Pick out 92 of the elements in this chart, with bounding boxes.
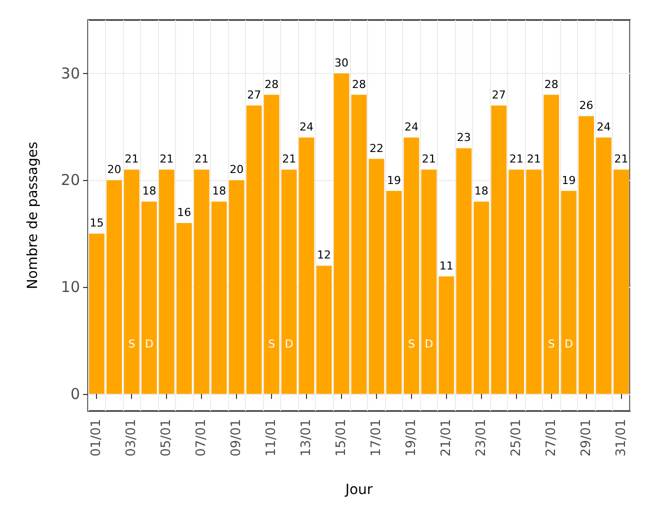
bar	[491, 105, 507, 394]
data-label: 15	[90, 216, 104, 230]
data-label: 27	[492, 88, 506, 102]
annotation: D	[284, 337, 294, 350]
annotation: D	[564, 337, 574, 350]
bar	[561, 190, 576, 394]
data-label: 16	[177, 206, 192, 219]
x-tick-label: 27/01	[544, 419, 559, 456]
x-tick-label: 11/01	[264, 419, 280, 456]
bar	[194, 170, 210, 394]
bar	[211, 202, 227, 394]
y-tick-label: 10	[60, 278, 80, 296]
data-label: 28	[544, 78, 558, 91]
x-tick-label: 17/01	[368, 419, 384, 456]
data-label: 24	[404, 120, 418, 134]
x-tick-label: 23/01	[474, 419, 489, 456]
x-tick-label: 29/01	[578, 419, 594, 456]
x-axis-title: Jour	[344, 482, 373, 498]
x-tick-label: 09/01	[229, 419, 244, 456]
data-label: 18	[142, 184, 156, 198]
x-tick-label: 25/01	[508, 419, 524, 456]
bar	[438, 276, 454, 394]
bar	[334, 73, 350, 394]
x-tick-label: 07/01	[194, 419, 210, 456]
data-label: 23	[456, 131, 471, 144]
bar	[228, 180, 244, 394]
bar	[544, 94, 560, 394]
bar	[106, 180, 122, 394]
x-tick-label: 01/01	[89, 419, 104, 456]
data-label: 18	[212, 184, 226, 198]
bar	[124, 170, 140, 394]
data-label: 21	[194, 152, 209, 166]
data-label: 12	[317, 248, 332, 262]
data-label: 11	[439, 259, 454, 272]
data-label: 19	[386, 174, 401, 187]
bar	[508, 170, 524, 394]
y-tick-label: 30	[60, 64, 80, 82]
bar	[421, 170, 437, 394]
bar	[176, 222, 192, 394]
data-label: 22	[369, 142, 384, 155]
data-label: 21	[422, 152, 436, 166]
bar	[281, 170, 297, 394]
annotation: S	[548, 337, 555, 350]
bar	[526, 170, 542, 394]
bar	[264, 94, 280, 394]
x-tick-label: 05/01	[159, 419, 174, 456]
bar	[316, 266, 332, 394]
bar	[614, 170, 629, 394]
y-tick-label: 0	[70, 384, 80, 403]
bar	[596, 138, 612, 394]
data-label: 24	[300, 120, 314, 134]
x-tick-label: 03/01	[124, 419, 140, 456]
data-label: 21	[282, 152, 296, 166]
annotation: D	[144, 337, 154, 350]
data-label: 21	[614, 152, 628, 166]
annotation: D	[424, 337, 434, 350]
x-tick-label: 31/01	[614, 419, 629, 456]
bar	[89, 234, 104, 394]
y-axis-title: Nombre de passages	[25, 142, 41, 290]
data-label: 21	[509, 152, 524, 166]
data-label: 30	[334, 56, 349, 70]
x-tick-label: 19/01	[404, 419, 419, 456]
x-tick-label: 13/01	[299, 419, 314, 456]
data-label: 21	[526, 152, 541, 166]
x-tick-label: 15/01	[334, 419, 350, 456]
data-label: 27	[247, 88, 262, 102]
bar	[386, 190, 402, 394]
x-tick-label: 21/01	[438, 419, 454, 456]
data-label: 28	[352, 78, 366, 91]
bar	[142, 202, 157, 394]
data-label: 18	[474, 184, 488, 198]
data-label: 21	[124, 152, 139, 166]
data-label: 28	[264, 78, 279, 91]
y-tick-label: 20	[60, 171, 80, 190]
bar	[474, 202, 490, 394]
data-label: 26	[579, 99, 594, 112]
bar	[456, 148, 472, 394]
bar	[368, 158, 384, 394]
annotation: S	[408, 337, 415, 350]
annotation: S	[268, 337, 276, 350]
bar	[246, 105, 262, 394]
bar	[298, 138, 314, 394]
annotation: S	[128, 337, 136, 350]
data-label: 21	[160, 152, 174, 166]
data-label: 20	[230, 163, 244, 176]
data-label: 19	[562, 174, 576, 187]
data-label: 24	[596, 120, 611, 134]
bar	[578, 116, 594, 394]
bar	[158, 170, 174, 394]
bar	[351, 94, 367, 394]
bar	[404, 138, 420, 394]
data-label: 20	[107, 163, 122, 176]
